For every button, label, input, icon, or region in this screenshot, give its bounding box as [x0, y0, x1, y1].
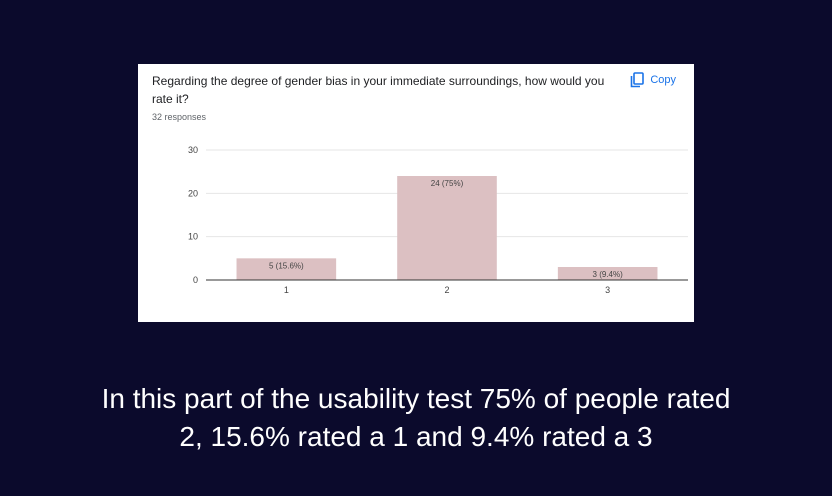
copy-label: Copy: [650, 74, 676, 86]
survey-chart-card: Regarding the degree of gender bias in y…: [138, 64, 694, 322]
response-count: 32 responses: [152, 112, 207, 122]
bar: [397, 176, 497, 280]
copy-button[interactable]: Copy: [630, 72, 676, 88]
y-tick-label: 0: [193, 275, 198, 285]
data-label: 5 (15.6%): [269, 261, 304, 270]
data-label: 24 (75%): [431, 179, 464, 188]
y-tick-label: 30: [188, 145, 198, 155]
caption: In this part of the usability test 75% o…: [0, 380, 832, 456]
y-tick-label: 10: [188, 232, 198, 242]
bar: [236, 258, 337, 280]
copy-icon: [630, 72, 645, 88]
x-tick-label: 2: [444, 285, 449, 295]
bar: [557, 267, 658, 280]
x-tick-label: 3: [605, 285, 610, 295]
y-tick-label: 20: [188, 188, 198, 198]
caption-line-1: In this part of the usability test 75% o…: [101, 383, 731, 414]
question-title: Regarding the degree of gender bias in y…: [152, 74, 605, 106]
caption-line-2: 2, 15.6% rated a 1 and 9.4% rated a 3: [179, 421, 653, 452]
bar-chart: 0 10 20 30 5 (15.6%) 1 24 (75%) 2 3 (9.4%) 3: [188, 145, 688, 295]
x-tick-label: 1: [284, 285, 289, 295]
data-label: 3 (9.4%): [593, 270, 624, 279]
